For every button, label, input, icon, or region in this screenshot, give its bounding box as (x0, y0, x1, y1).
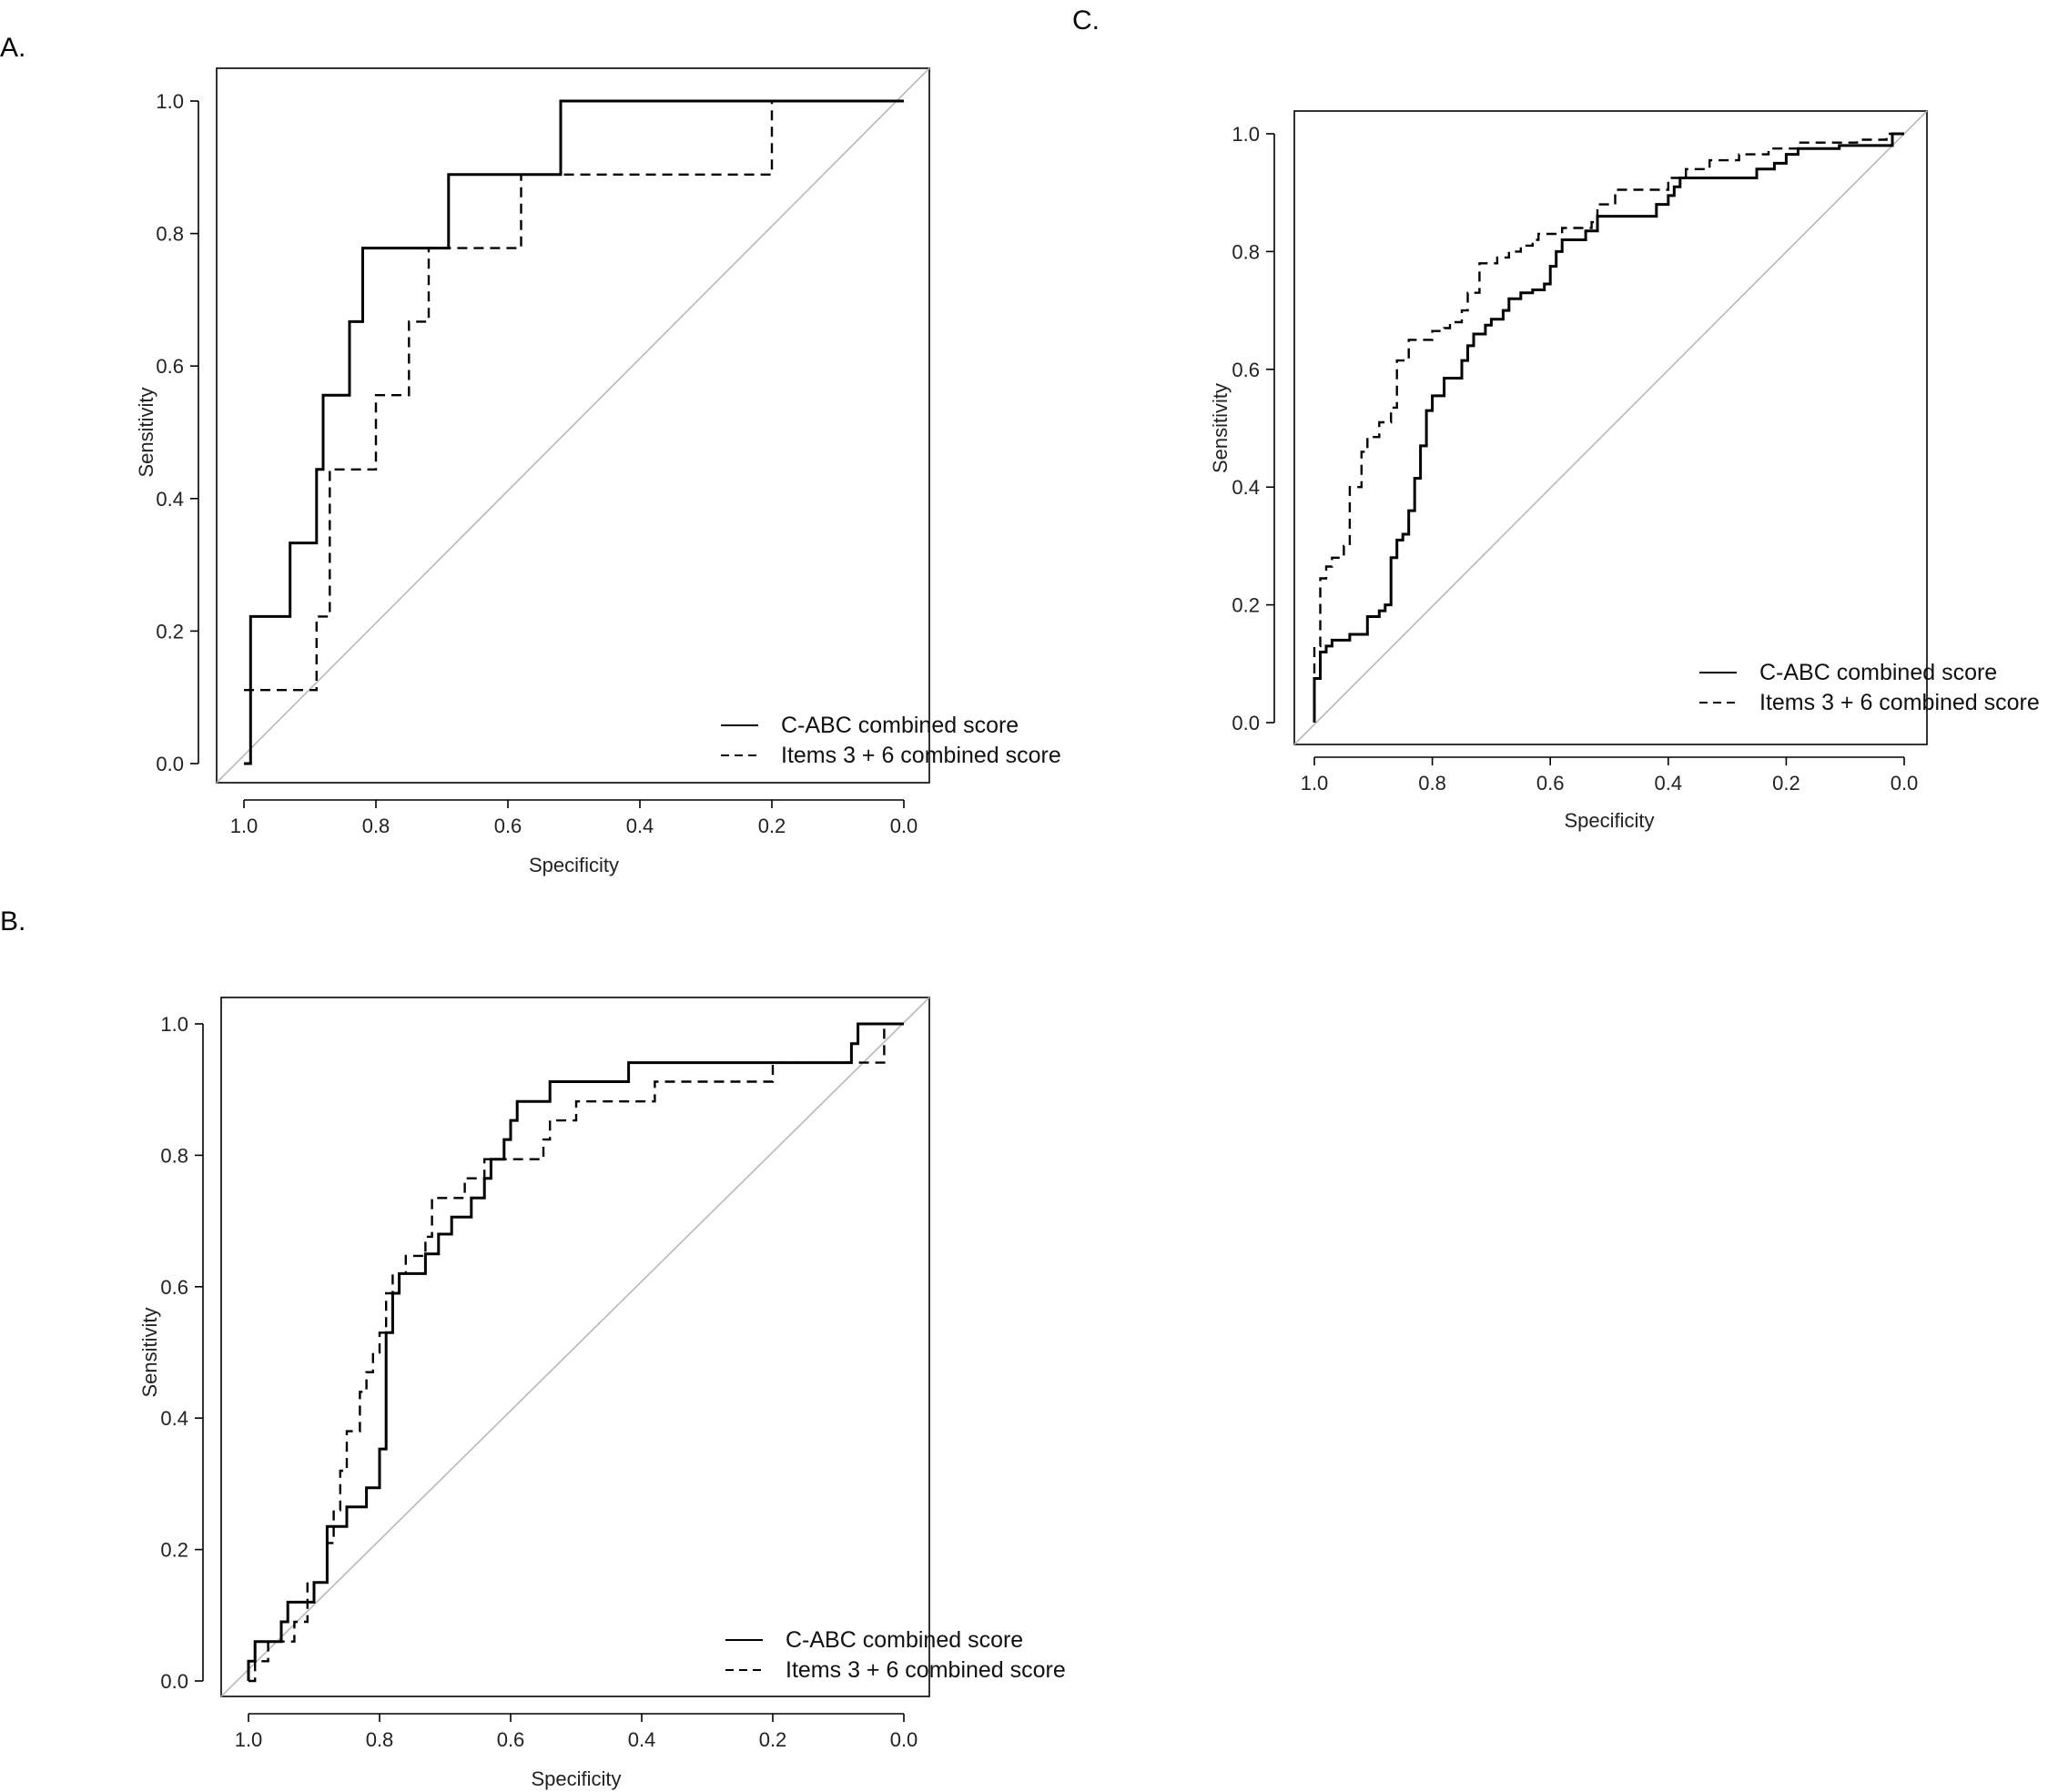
x-tick-label: 0.6 (494, 815, 522, 837)
x-axis-title: Specificity (1564, 809, 1654, 832)
reference-diagonal (220, 997, 930, 1697)
series-line-items-3-6 (1313, 132, 1904, 723)
series-line-cabc (244, 99, 904, 765)
x-tick-label: 0.6 (497, 1728, 525, 1751)
panel-a: A. 1.0 0.8 0.6 0.4 0.2 0.0 Specificity 0.0 0.2 0.… (0, 33, 1061, 876)
x-tick-label: 0.0 (890, 815, 918, 837)
panel-c-label: C. (1072, 5, 1100, 35)
y-tick-label: 0.0 (160, 1670, 188, 1693)
y-tick-label: 1.0 (156, 90, 184, 113)
x-tick-label: 0.8 (362, 815, 390, 837)
y-tick-label: 0.8 (160, 1144, 188, 1167)
y-axis-title: Sensitivity (138, 1307, 161, 1397)
x-tick-label: 0.8 (366, 1728, 394, 1751)
x-tick-label: 1.0 (1301, 772, 1329, 795)
plot-frame (220, 997, 930, 1697)
x-tick-label: 0.4 (628, 1728, 656, 1751)
x-tick-label: 0.4 (1655, 772, 1683, 795)
y-tick-label: 0.8 (1232, 240, 1260, 263)
y-tick-label: 0.2 (156, 620, 184, 643)
panel-b: B. 1.0 0.8 0.6 0.4 0.2 0.0 Specificity 0.0 0.2 0.… (0, 906, 1066, 1790)
y-tick-label: 0.8 (156, 223, 184, 246)
x-axis-title: Specificity (529, 854, 619, 876)
y-tick-label: 0.0 (156, 753, 184, 775)
x-axis-title: Specificity (531, 1767, 621, 1790)
y-tick-label: 1.0 (1232, 123, 1260, 146)
legend-label: C-ABC combined score (786, 1627, 1023, 1653)
x-tick-label: 1.0 (230, 815, 259, 837)
x-tick-label: 0.2 (758, 815, 786, 837)
y-tick-label: 0.6 (156, 355, 184, 378)
x-tick-label: 0.0 (1891, 772, 1919, 795)
x-tick-label: 0.6 (1536, 772, 1565, 795)
plot-frame (216, 67, 930, 784)
legend-label: Items 3 + 6 combined score (1759, 690, 2040, 715)
legend-label: C-ABC combined score (781, 713, 1019, 738)
y-tick-label: 0.2 (160, 1539, 188, 1562)
legend-label: Items 3 + 6 combined score (781, 743, 1061, 768)
panel-b-label: B. (0, 906, 25, 936)
y-tick-label: 0.6 (160, 1276, 188, 1299)
y-tick-label: 0.4 (1232, 476, 1260, 499)
x-tick-label: 0.0 (890, 1728, 918, 1751)
series-line-items-3-6 (244, 99, 904, 692)
plot-frame (1293, 110, 1928, 745)
panel-a-label: A. (0, 33, 25, 63)
legend-label: Items 3 + 6 combined score (786, 1657, 1066, 1683)
x-tick-label: 0.2 (759, 1728, 787, 1751)
panel-c: C. 1.0 0.8 0.6 0.4 0.2 0.0 Specificity 0.0 0.2 0.… (1072, 5, 2040, 832)
series-line-cabc (1313, 132, 1904, 723)
series-line-items-3-6 (248, 1022, 904, 1683)
reference-diagonal (216, 67, 930, 784)
series-line-cabc (247, 1022, 904, 1681)
y-axis-title: Sensitivity (1209, 383, 1232, 473)
x-tick-label: 1.0 (235, 1728, 263, 1751)
legend-label: C-ABC combined score (1759, 660, 1997, 685)
y-tick-label: 0.0 (1232, 712, 1260, 734)
y-tick-label: 0.6 (1232, 359, 1260, 381)
reference-diagonal (1293, 110, 1928, 745)
y-tick-label: 0.4 (156, 488, 184, 511)
x-tick-label: 0.2 (1772, 772, 1800, 795)
y-tick-label: 0.2 (1232, 594, 1260, 617)
x-tick-label: 0.8 (1418, 772, 1446, 795)
y-axis-title: Sensitivity (135, 387, 157, 477)
x-tick-label: 0.4 (626, 815, 654, 837)
y-tick-label: 0.4 (160, 1407, 188, 1430)
y-tick-label: 1.0 (160, 1013, 188, 1036)
